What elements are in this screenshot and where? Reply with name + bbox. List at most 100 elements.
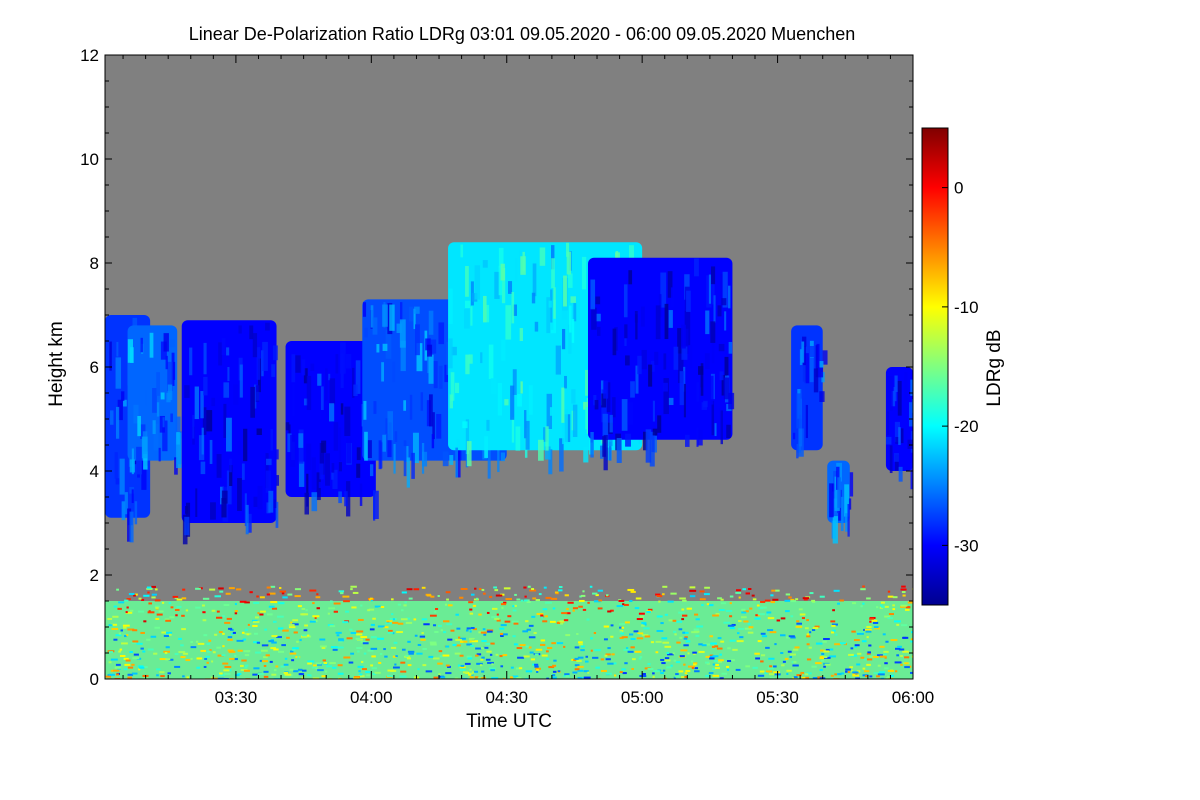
boundary-layer-pixel [552, 670, 557, 673]
boundary-layer-pixel [595, 666, 600, 669]
boundary-layer-pixel [516, 598, 521, 601]
cloud-streak [174, 457, 178, 475]
boundary-layer-pixel [474, 676, 479, 679]
cloud-streak [667, 271, 673, 298]
boundary-layer-pixel [689, 595, 696, 598]
boundary-layer-pixel [676, 641, 681, 644]
boundary-layer-pixel [869, 617, 874, 620]
boundary-layer-pixel [450, 629, 455, 632]
boundary-layer-pixel [526, 600, 531, 603]
boundary-layer-pixel [350, 588, 353, 591]
boundary-layer-pixel [263, 675, 269, 678]
cloud-streak [237, 440, 242, 456]
boundary-layer-pixel [204, 657, 208, 660]
boundary-layer-pixel [720, 640, 725, 643]
boundary-layer-pixel [572, 609, 575, 612]
boundary-layer-pixel [370, 599, 373, 602]
cloud-streak [221, 338, 226, 356]
boundary-layer-pixel [666, 666, 672, 669]
boundary-layer-pixel [370, 623, 375, 626]
boundary-layer-pixel [552, 607, 556, 610]
boundary-layer-pixel [307, 660, 315, 663]
boundary-layer-pixel [834, 673, 837, 676]
boundary-layer-pixel [140, 631, 145, 634]
boundary-layer-pixel [499, 632, 504, 635]
cloud-streak [451, 346, 457, 356]
cloud-streak [249, 325, 254, 340]
boundary-layer-pixel [503, 587, 511, 590]
boundary-layer-pixel [693, 652, 696, 655]
boundary-layer-pixel [288, 626, 296, 629]
cloud-streak [256, 428, 262, 436]
boundary-layer-pixel [301, 677, 304, 679]
cloud-streak [382, 304, 388, 327]
boundary-layer-pixel [222, 662, 229, 665]
boundary-layer-pixel [755, 614, 759, 617]
boundary-layer-pixel [486, 629, 494, 632]
boundary-layer-pixel [578, 641, 583, 644]
boundary-layer-pixel [633, 630, 639, 633]
cloud-streak [356, 447, 361, 461]
boundary-layer-pixel [719, 653, 722, 656]
boundary-layer-pixel [469, 608, 473, 611]
boundary-layer-pixel [476, 653, 482, 656]
cloud-streak [195, 488, 198, 517]
boundary-layer-pixel [358, 673, 363, 676]
boundary-layer-pixel [721, 672, 727, 675]
cloud-streak [681, 346, 688, 360]
boundary-layer-pixel [214, 595, 221, 598]
boundary-layer-pixel [789, 656, 793, 659]
boundary-layer-pixel [437, 662, 443, 665]
boundary-layer-pixel [605, 658, 611, 661]
boundary-layer-pixel [834, 643, 841, 646]
boundary-layer-pixel [223, 669, 230, 672]
cloud-streak [412, 432, 419, 464]
boundary-layer-pixel [294, 588, 302, 591]
boundary-layer-pixel [756, 604, 760, 607]
boundary-layer-pixel [414, 634, 418, 637]
cloud-streak [123, 399, 127, 407]
boundary-layer-pixel [780, 634, 786, 637]
cloud-streak [169, 339, 176, 348]
boundary-layer-pixel [483, 646, 489, 649]
cloud-streak [253, 384, 257, 409]
boundary-layer-pixel [200, 649, 206, 652]
boundary-layer-pixel [706, 662, 710, 665]
boundary-layer-pixel [481, 640, 487, 643]
boundary-layer-pixel [729, 615, 733, 618]
boundary-layer-pixel [573, 658, 578, 661]
cloud-streak [571, 319, 575, 343]
boundary-layer-pixel [743, 620, 749, 623]
boundary-layer-pixel [391, 613, 394, 616]
boundary-layer-pixel [332, 648, 338, 651]
boundary-layer-pixel [353, 676, 360, 679]
cloud-streak [717, 305, 722, 317]
boundary-layer-pixel [128, 593, 135, 596]
boundary-layer-pixel [115, 673, 120, 676]
boundary-layer-pixel [884, 667, 889, 670]
boundary-layer-pixel [780, 652, 784, 655]
boundary-layer-pixel [500, 634, 504, 637]
boundary-layer-pixel [525, 645, 529, 648]
cloud-streak [564, 375, 567, 389]
boundary-layer-pixel [869, 675, 873, 678]
cloud-streak [894, 375, 898, 392]
cloud-streak [895, 436, 900, 444]
boundary-layer-pixel [566, 612, 571, 615]
boundary-layer-pixel [696, 625, 704, 628]
boundary-layer-pixel [155, 617, 160, 620]
boundary-layer-pixel [594, 649, 601, 652]
boundary-layer-pixel [432, 624, 437, 627]
boundary-layer-pixel [367, 609, 371, 612]
boundary-layer-pixel [857, 652, 862, 655]
boundary-layer-pixel [775, 589, 780, 592]
cloud-streak [615, 251, 619, 261]
boundary-layer-pixel [480, 647, 485, 650]
cloud-streak [252, 333, 258, 358]
boundary-layer-pixel [195, 640, 199, 643]
boundary-layer-pixel [136, 642, 143, 645]
cloud-streak [602, 413, 609, 440]
boundary-layer-pixel [342, 621, 349, 624]
boundary-layer-pixel [907, 601, 913, 604]
cloud-streak [432, 412, 435, 440]
